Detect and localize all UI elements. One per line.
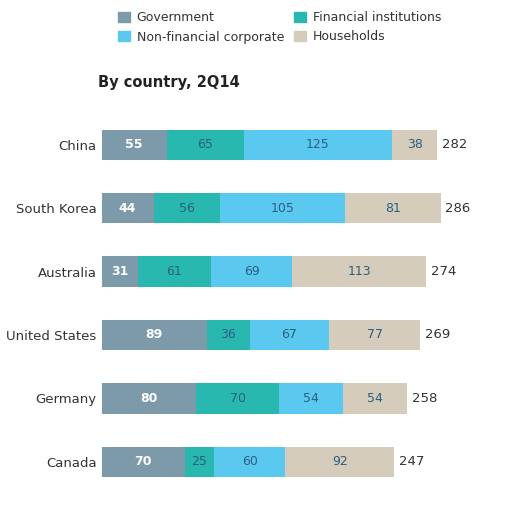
Text: 54: 54 (367, 392, 384, 405)
Bar (102, 383, 197, 414)
Text: 269: 269 (425, 328, 451, 341)
Text: 69: 69 (244, 265, 260, 278)
Legend: Government, Non-financial corporate, Financial institutions, Households: Government, Non-financial corporate, Fin… (113, 6, 446, 48)
Text: 38: 38 (406, 138, 423, 151)
Text: 89: 89 (146, 328, 163, 341)
Text: 247: 247 (399, 455, 425, 468)
Text: 70: 70 (134, 455, 152, 468)
Text: 282: 282 (442, 138, 467, 151)
Text: 105: 105 (270, 201, 294, 215)
Bar (184, 447, 214, 477)
Text: 81: 81 (385, 201, 400, 215)
Bar (102, 447, 184, 477)
Text: 65: 65 (198, 138, 213, 151)
Bar (293, 256, 426, 287)
Bar (220, 193, 344, 224)
Text: 31: 31 (111, 265, 129, 278)
Bar (154, 193, 220, 224)
Text: 80: 80 (140, 392, 157, 405)
Bar (167, 130, 244, 160)
Text: 258: 258 (412, 392, 437, 405)
Bar (279, 383, 343, 414)
Text: 67: 67 (281, 328, 297, 341)
Bar (392, 130, 437, 160)
Text: 70: 70 (230, 392, 246, 405)
Bar (207, 320, 250, 350)
Text: 92: 92 (332, 455, 348, 468)
Text: By country, 2Q14: By country, 2Q14 (98, 75, 240, 90)
Bar (250, 320, 329, 350)
Bar (214, 447, 285, 477)
Text: 55: 55 (125, 138, 143, 151)
Text: 60: 60 (242, 455, 258, 468)
Text: 274: 274 (431, 265, 457, 278)
Bar (102, 320, 207, 350)
Bar (197, 383, 279, 414)
Bar (344, 193, 440, 224)
Bar (138, 256, 211, 287)
Text: 125: 125 (306, 138, 330, 151)
Bar (102, 130, 167, 160)
Text: 113: 113 (347, 265, 371, 278)
Bar (285, 447, 394, 477)
Text: 44: 44 (119, 201, 137, 215)
Text: 54: 54 (303, 392, 320, 405)
Bar (343, 383, 407, 414)
Text: 61: 61 (167, 265, 182, 278)
Bar (329, 320, 421, 350)
Text: 25: 25 (192, 455, 207, 468)
Bar (211, 256, 293, 287)
Text: 77: 77 (367, 328, 383, 341)
Bar (244, 130, 392, 160)
Bar (102, 193, 154, 224)
Text: 286: 286 (446, 201, 470, 215)
Bar (102, 256, 138, 287)
Text: 36: 36 (220, 328, 236, 341)
Text: 56: 56 (179, 201, 195, 215)
